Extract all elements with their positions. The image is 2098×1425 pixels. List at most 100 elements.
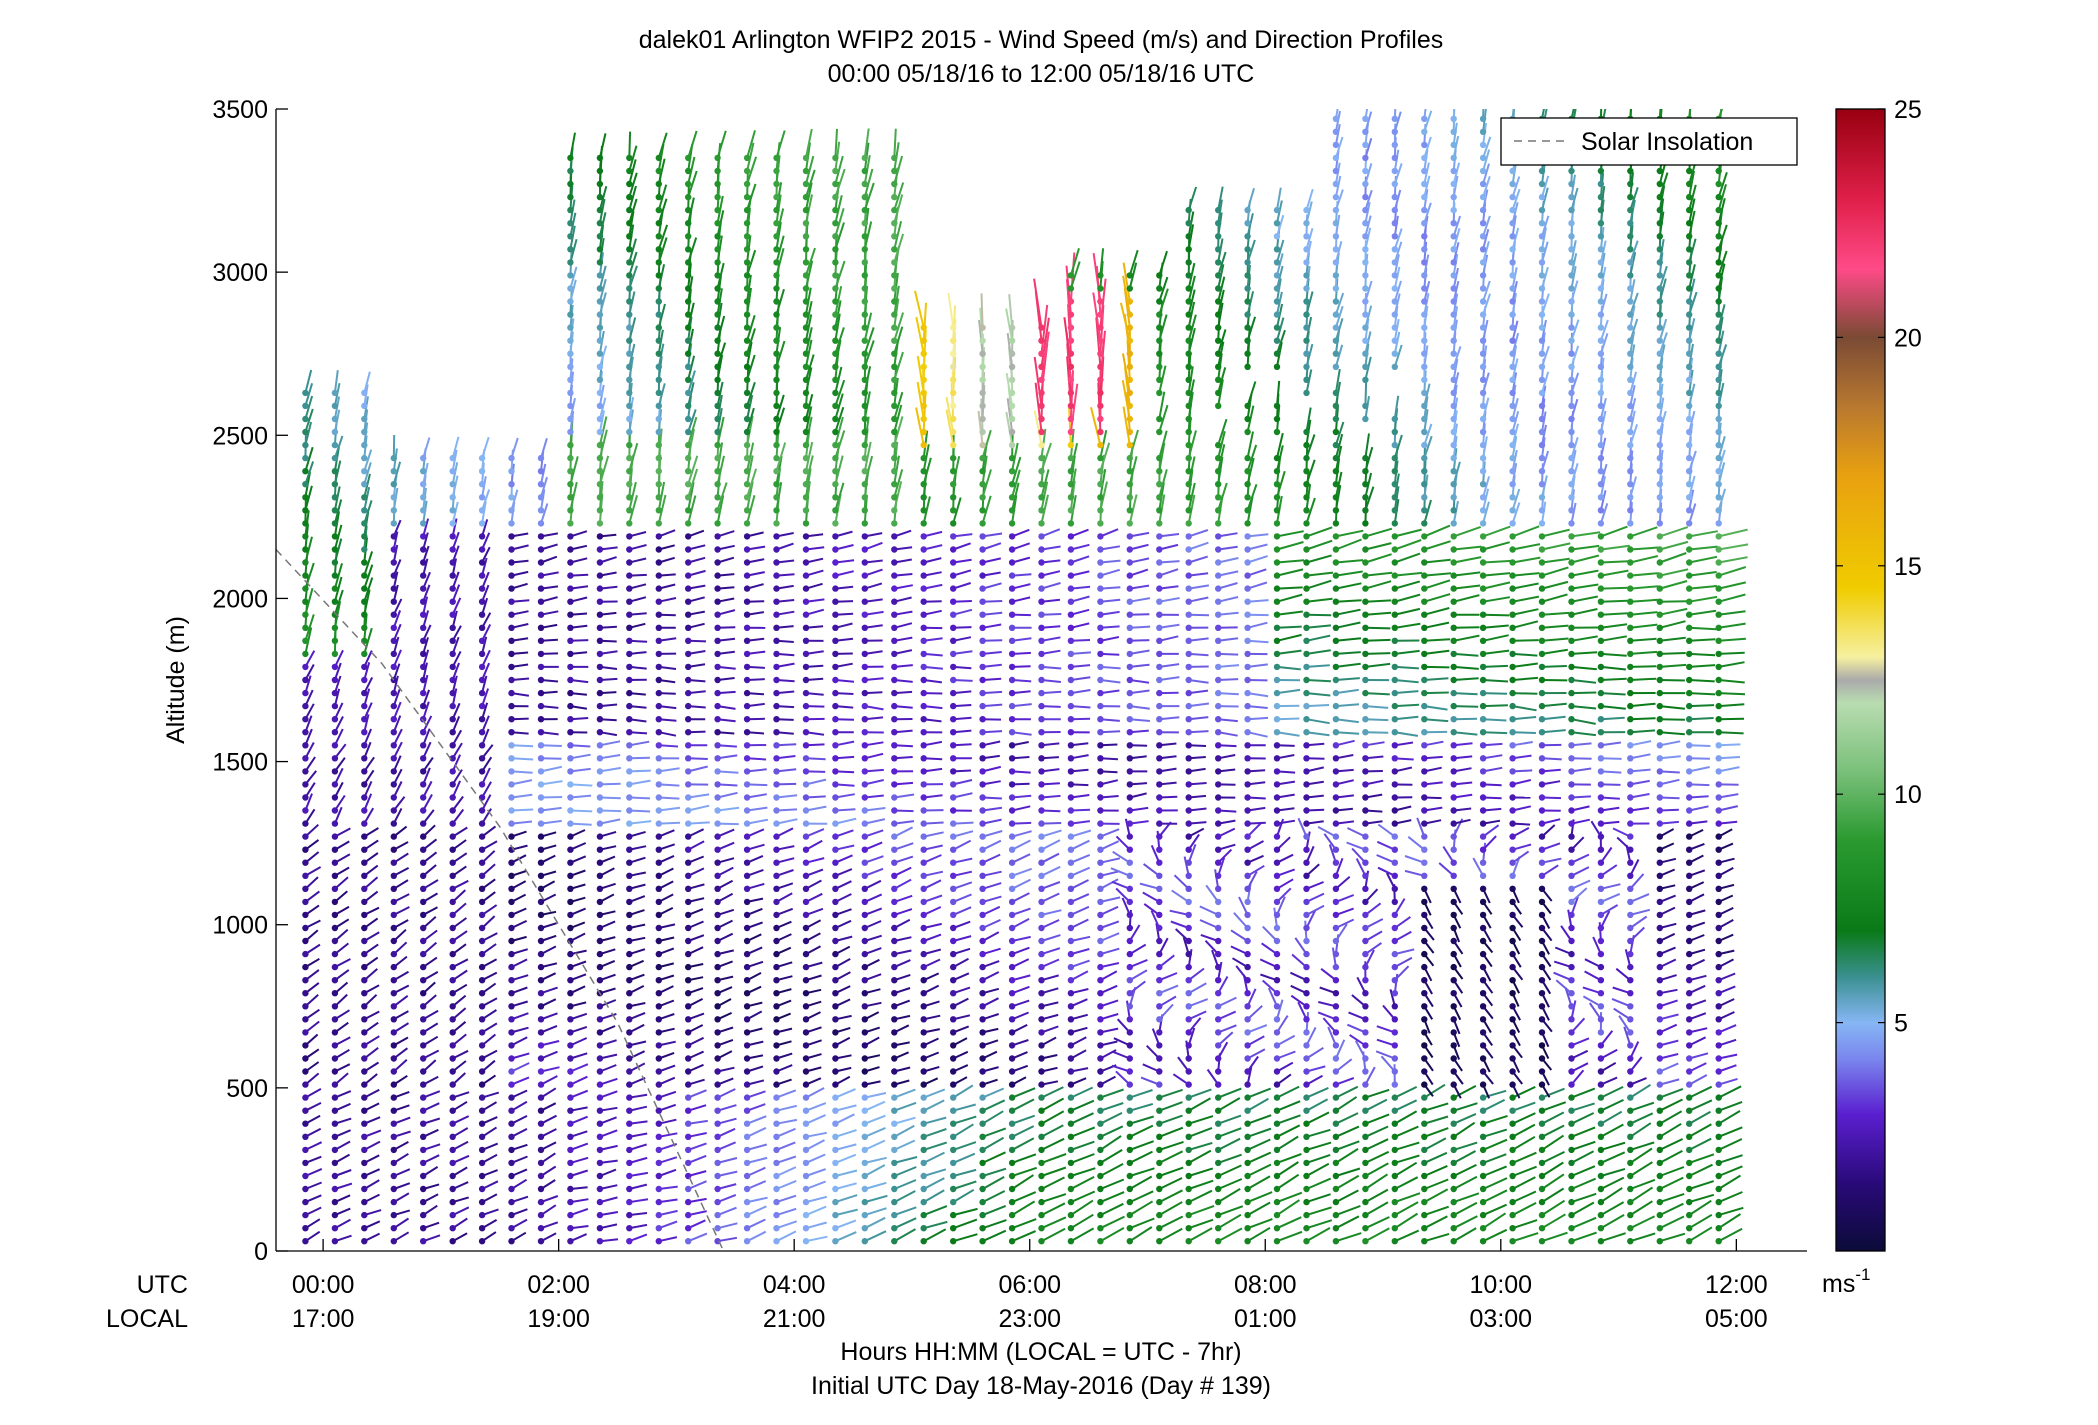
wind-barb [390, 768, 403, 788]
wind-barb [331, 435, 344, 462]
wind-barb [361, 931, 380, 945]
wind-barb [302, 756, 316, 775]
wind-barb [390, 995, 409, 1010]
wind-barb [449, 983, 468, 997]
wind-barb [331, 794, 346, 814]
wind-barb [302, 650, 316, 671]
wind-barb [420, 1221, 440, 1232]
wind-barb [390, 701, 402, 723]
wind-barb [508, 570, 529, 579]
wind-barb [331, 1169, 352, 1180]
wind-barb [390, 1116, 411, 1127]
wind-barb [420, 728, 431, 749]
wind-barb [361, 1061, 380, 1075]
wind-barb [449, 795, 464, 814]
wind-barb [478, 1049, 498, 1062]
wind-barb [420, 1009, 439, 1023]
wind-barb [302, 1008, 320, 1023]
wind-barb [420, 906, 438, 919]
wind-barb [420, 824, 436, 840]
wind-barb [478, 891, 496, 906]
wind-barb [390, 893, 410, 906]
wind-barb [508, 1089, 528, 1101]
wind-barb [302, 1102, 322, 1114]
wind-barb [390, 1141, 409, 1154]
wind-barb [390, 1192, 410, 1206]
wind-barb [420, 1193, 439, 1206]
wind-barb [449, 1072, 466, 1088]
wind-barb [449, 826, 468, 840]
wind-barb [478, 649, 491, 671]
wind-barb [302, 982, 320, 997]
wind-barb [478, 1091, 500, 1101]
wind-barb [361, 462, 372, 488]
wind-barb [478, 1116, 498, 1127]
wind-barb [331, 1048, 350, 1062]
wind-barb [390, 825, 408, 840]
wind-barb [331, 524, 343, 553]
wind-barb [449, 1166, 468, 1180]
wind-barb [302, 1206, 322, 1219]
wind-barb [449, 1091, 470, 1101]
wind-barb [420, 994, 437, 1010]
wind-barb [420, 941, 438, 958]
wind-barb [331, 743, 347, 762]
wind-barb [508, 986, 528, 997]
wind-barb [420, 701, 430, 723]
wind-barb [361, 1209, 382, 1219]
wind-barb [449, 780, 462, 801]
wind-barb [302, 957, 320, 971]
wind-barb [390, 598, 403, 618]
wind-barb [361, 852, 379, 866]
wind-barb [331, 866, 350, 879]
wind-barb [420, 1128, 439, 1141]
wind-barb [302, 943, 321, 958]
wind-barb [478, 636, 488, 658]
wind-barb [420, 610, 430, 631]
wind-barb [508, 1076, 530, 1088]
wind-barb [420, 1166, 439, 1180]
wind-barb [331, 370, 339, 397]
wind-barb [361, 756, 375, 775]
wind-barb [420, 1154, 440, 1167]
wind-barb [478, 675, 488, 697]
wind-barb [449, 902, 467, 919]
wind-barb [302, 782, 316, 801]
wind-barb [508, 1036, 528, 1049]
wind-barb [361, 551, 374, 579]
wind-barb [508, 1012, 529, 1023]
wind-barb [331, 1063, 351, 1075]
wind-barb [302, 485, 313, 514]
wind-barb [302, 1127, 322, 1141]
wind-barb [390, 1010, 409, 1023]
wind-barb [331, 781, 344, 801]
wind-barb [302, 839, 320, 853]
wind-barb [449, 865, 467, 879]
wind-barb [361, 1047, 379, 1062]
wind-barb [390, 623, 402, 644]
wind-barb [420, 1022, 439, 1036]
wind-barb [331, 876, 349, 892]
wind-barb [420, 1183, 440, 1193]
wind-barb [478, 1193, 498, 1206]
wind-barb [361, 994, 378, 1010]
x-tick-label-utc: 02:00 [527, 1271, 590, 1299]
wind-barb [420, 437, 431, 462]
wind-barb [420, 584, 431, 605]
wind-barb [390, 1022, 410, 1036]
wind-barb [478, 597, 489, 618]
wind-barb [478, 971, 498, 984]
chart-title-line2: 00:00 05/18/16 to 12:00 05/18/16 UTC [828, 60, 1255, 88]
wind-barb [331, 702, 344, 723]
wind-barb [361, 1102, 380, 1114]
wind-barb [508, 1208, 528, 1219]
wind-barb [420, 971, 439, 984]
wind-barb [420, 662, 428, 684]
wind-barb [508, 907, 527, 919]
wind-barb [449, 1181, 469, 1193]
wind-barb [331, 1182, 353, 1193]
wind-barb [302, 1048, 320, 1062]
x-tick-label-local: 05:00 [1705, 1305, 1768, 1333]
wind-barb [331, 1153, 350, 1167]
wind-barb [478, 767, 491, 788]
